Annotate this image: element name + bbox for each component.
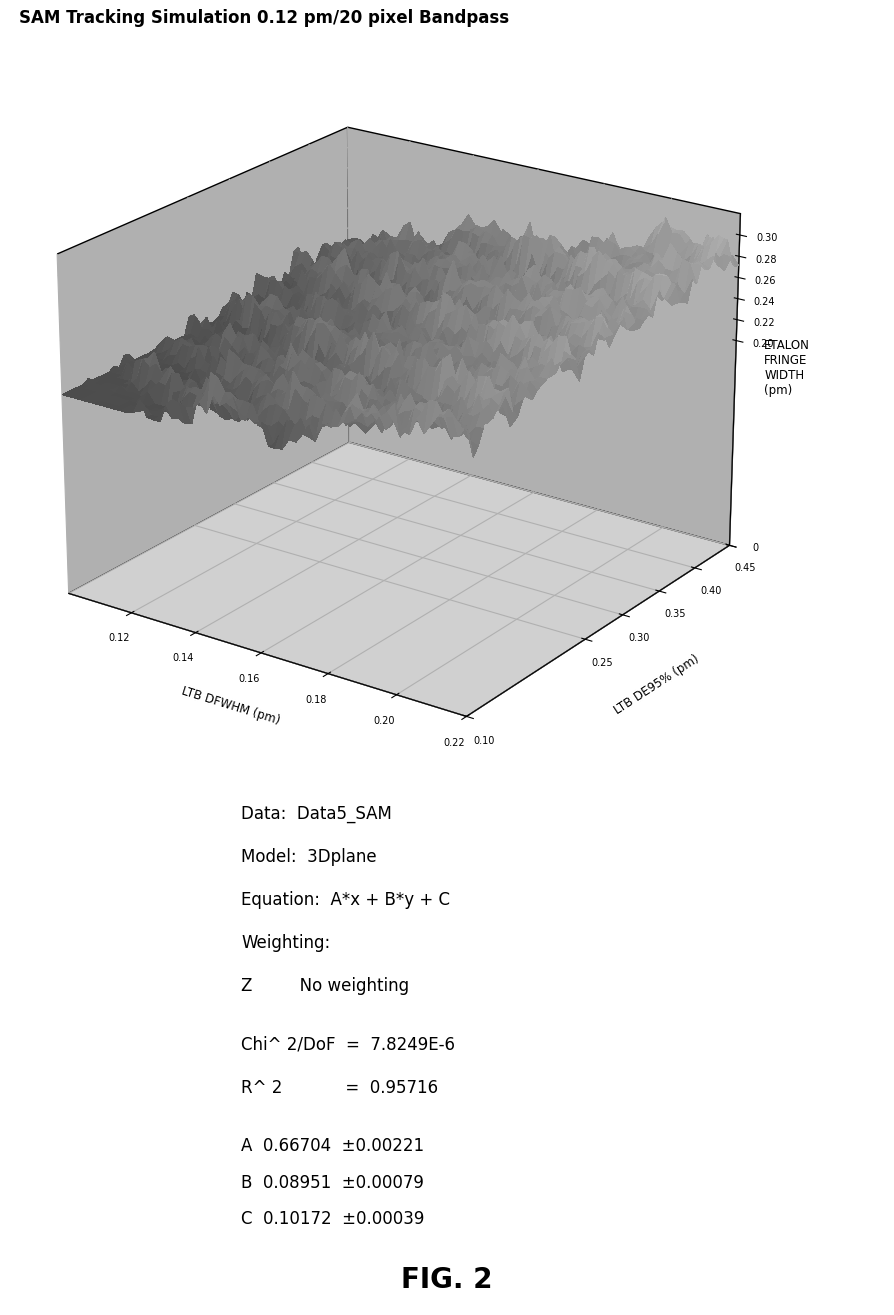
Text: A  0.66704  ±0.00221: A 0.66704 ±0.00221 xyxy=(241,1137,425,1155)
Text: C  0.10172  ±0.00039: C 0.10172 ±0.00039 xyxy=(241,1210,425,1228)
Text: Chi^ 2/DoF  =  7.8249E-6: Chi^ 2/DoF = 7.8249E-6 xyxy=(241,1035,455,1053)
X-axis label: LTB DFWHM (pm): LTB DFWHM (pm) xyxy=(180,685,282,727)
Text: Data:  Data5_SAM: Data: Data5_SAM xyxy=(241,805,392,823)
Text: B  0.08951  ±0.00079: B 0.08951 ±0.00079 xyxy=(241,1173,425,1191)
Text: FIG. 2: FIG. 2 xyxy=(401,1266,493,1294)
Text: R^ 2            =  0.95716: R^ 2 = 0.95716 xyxy=(241,1078,438,1097)
Text: Z         No weighting: Z No weighting xyxy=(241,977,409,995)
Y-axis label: LTB DE95% (pm): LTB DE95% (pm) xyxy=(611,652,701,718)
Text: Equation:  A*x + B*y + C: Equation: A*x + B*y + C xyxy=(241,892,451,909)
Text: Model:  3Dplane: Model: 3Dplane xyxy=(241,848,377,865)
Text: Weighting:: Weighting: xyxy=(241,934,331,952)
Text: SAM Tracking Simulation 0.12 pm/20 pixel Bandpass: SAM Tracking Simulation 0.12 pm/20 pixel… xyxy=(19,9,509,26)
Text: ETALON
FRINGE
WIDTH
(pm): ETALON FRINGE WIDTH (pm) xyxy=(764,339,810,397)
